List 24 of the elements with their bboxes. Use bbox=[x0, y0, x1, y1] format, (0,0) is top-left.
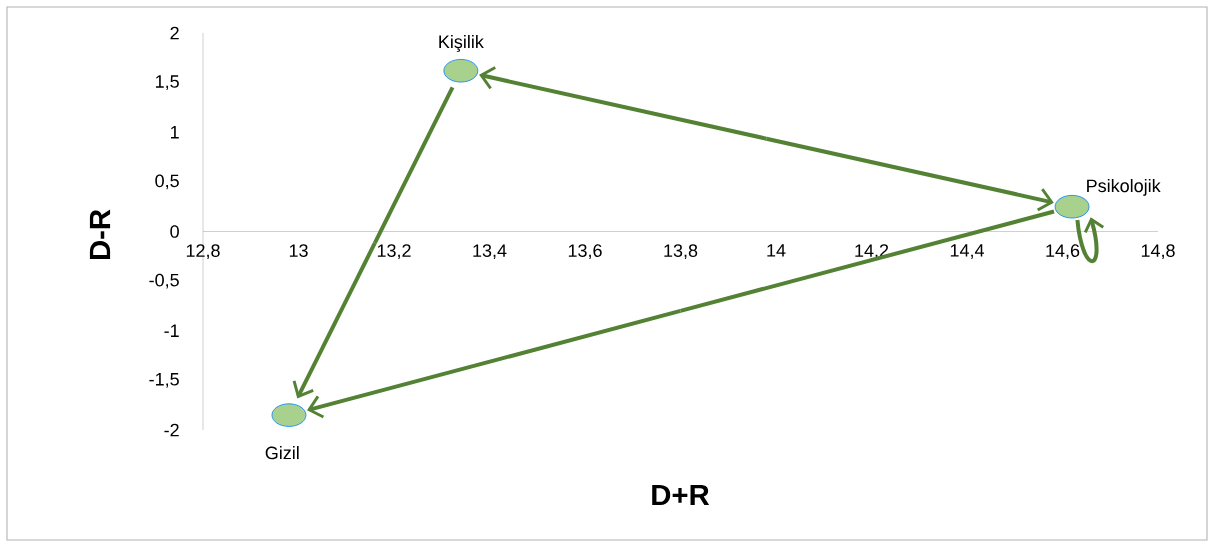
annotation: Psikolojik bbox=[1087, 178, 1161, 196]
x-axis-title: D+R bbox=[652, 484, 710, 506]
x-tick-label: 14,4 bbox=[950, 244, 984, 259]
x-tick-label: 13,2 bbox=[377, 244, 411, 260]
y-tick-label: -1,5 bbox=[149, 373, 179, 388]
y-axis-title: D-R bbox=[89, 209, 111, 260]
y-tick-label: 0 bbox=[170, 225, 179, 238]
x-tick-label: 13,4 bbox=[473, 244, 507, 260]
x-tick-label: 14 bbox=[767, 244, 786, 257]
annotation: Kişilik bbox=[439, 34, 484, 52]
y-tick-label: -1 bbox=[164, 324, 179, 337]
x-tick-label: 13 bbox=[289, 244, 308, 257]
y-tick-label: 0,5 bbox=[155, 174, 179, 190]
x-tick-label: 13,6 bbox=[568, 244, 602, 260]
y-tick-label: 1 bbox=[170, 126, 179, 139]
x-tick-label: 14,6 bbox=[1046, 244, 1080, 260]
y-tick-label: -0,5 bbox=[149, 273, 179, 289]
x-tick-label: 14,8 bbox=[1141, 244, 1175, 260]
x-tick-label: 12,8 bbox=[186, 244, 220, 260]
y-tick-label: -2 bbox=[164, 423, 179, 437]
annotation: Gizil bbox=[265, 446, 299, 460]
x-tick-label: 13,8 bbox=[664, 244, 698, 260]
y-tick-label: 2 bbox=[170, 26, 179, 40]
y-tick-label: 1,5 bbox=[155, 75, 179, 90]
